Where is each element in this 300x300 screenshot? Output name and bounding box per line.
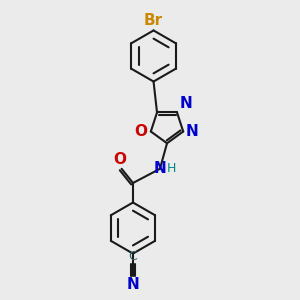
Text: H: H <box>166 162 176 175</box>
Text: C: C <box>129 250 137 263</box>
Text: O: O <box>134 124 147 139</box>
Text: N: N <box>179 96 192 111</box>
Text: Br: Br <box>144 13 163 28</box>
Text: N: N <box>154 161 166 176</box>
Text: O: O <box>113 152 126 167</box>
Text: N: N <box>127 278 139 292</box>
Text: N: N <box>186 124 199 139</box>
